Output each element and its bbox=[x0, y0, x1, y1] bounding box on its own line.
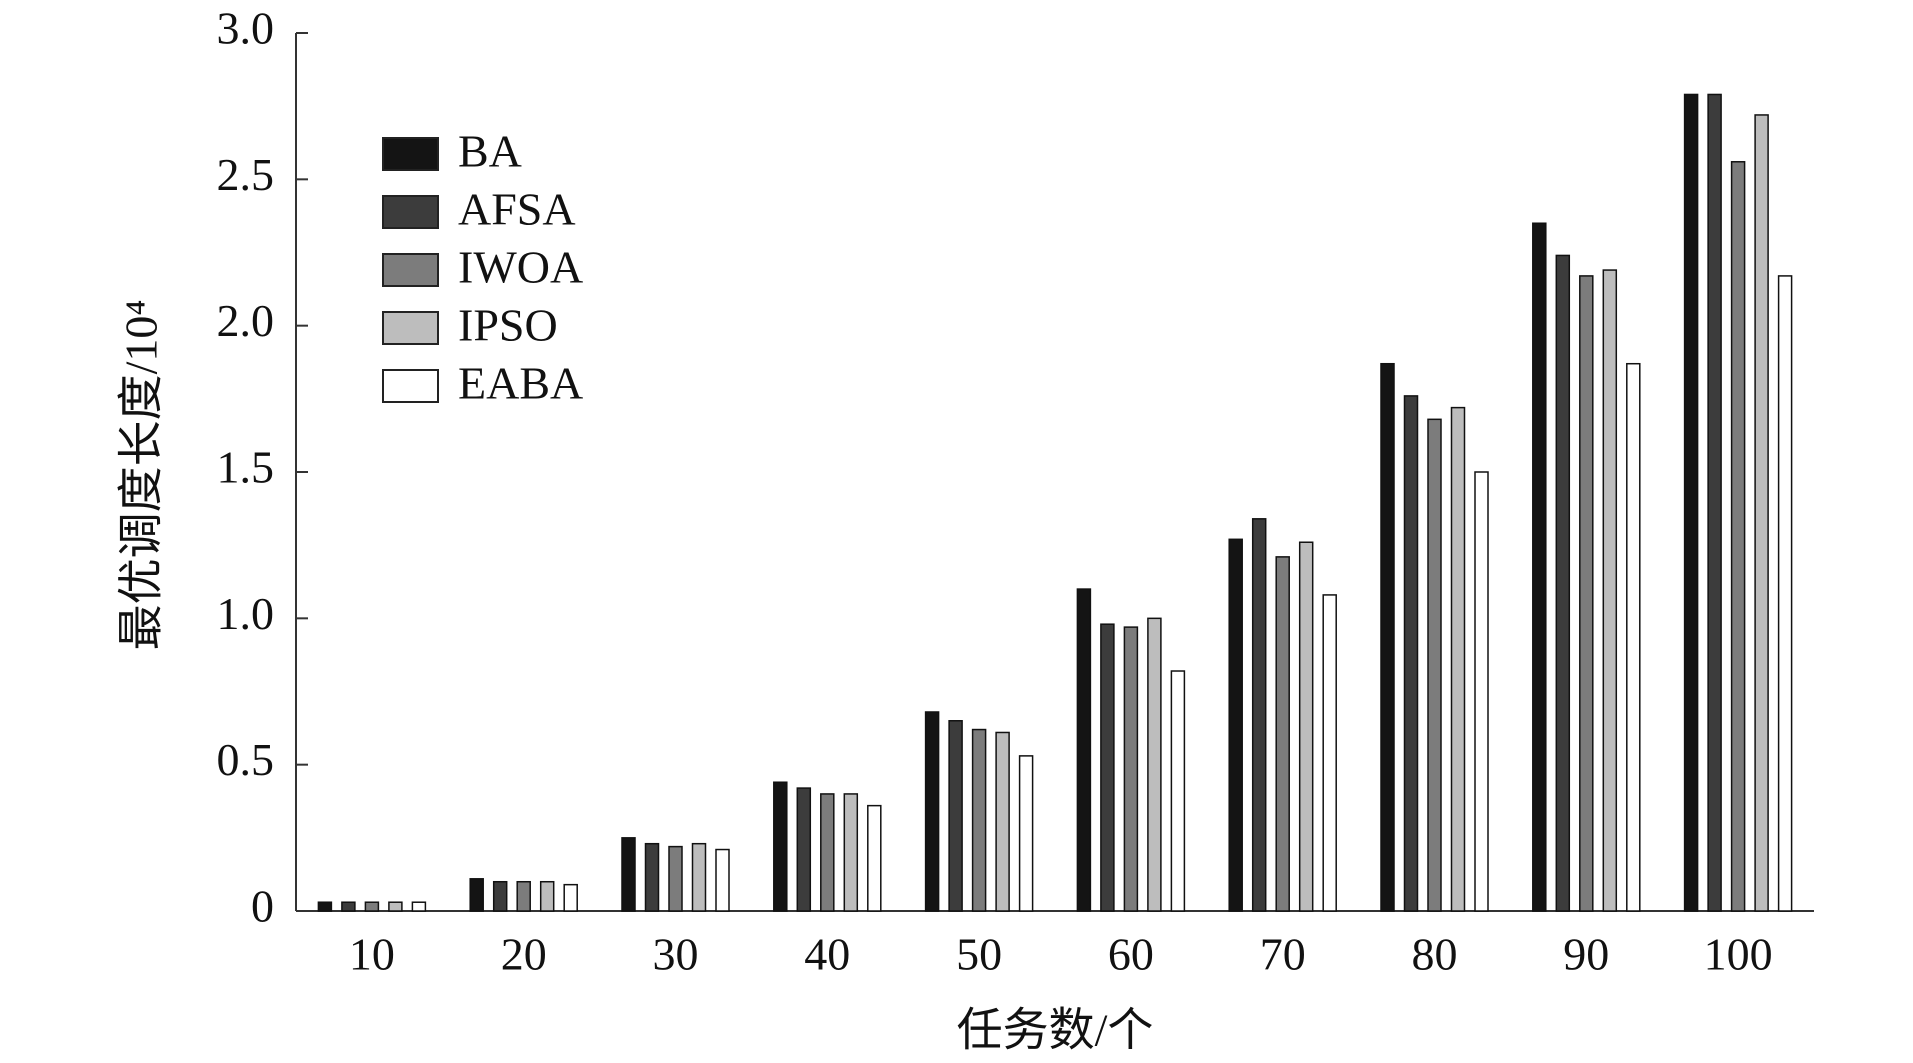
bar bbox=[411, 901, 427, 912]
bar bbox=[1777, 275, 1793, 912]
bar bbox=[820, 793, 835, 912]
bar bbox=[1380, 362, 1395, 912]
bar bbox=[668, 845, 683, 912]
bar bbox=[1707, 93, 1722, 912]
y-tick-label: 3.0 bbox=[217, 3, 275, 54]
bar bbox=[1555, 254, 1571, 912]
y-tick-label: 2.5 bbox=[217, 149, 275, 200]
legend-swatch bbox=[382, 369, 439, 403]
bar bbox=[1322, 594, 1337, 912]
x-tick-label: 30 bbox=[653, 929, 699, 980]
bar bbox=[516, 880, 531, 912]
bar bbox=[621, 837, 636, 912]
bar bbox=[843, 793, 859, 912]
x-tick-label: 20 bbox=[501, 929, 547, 980]
y-axis-label: 最优调度长度/10⁴ bbox=[116, 300, 167, 651]
bar bbox=[995, 731, 1010, 912]
bar bbox=[773, 781, 788, 912]
y-tick-label: 0 bbox=[251, 881, 274, 932]
bar bbox=[715, 848, 730, 912]
bar bbox=[1626, 362, 1641, 912]
legend-swatch bbox=[382, 253, 439, 287]
bar bbox=[1427, 418, 1442, 912]
legend-label: AFSA bbox=[458, 184, 576, 235]
bar bbox=[1754, 114, 1769, 912]
bar bbox=[388, 901, 403, 912]
x-tick-label: 10 bbox=[349, 929, 395, 980]
bar bbox=[469, 878, 484, 912]
bar bbox=[867, 804, 882, 912]
bar bbox=[1683, 93, 1699, 912]
bar bbox=[1450, 406, 1466, 912]
x-tick-label: 50 bbox=[956, 929, 1002, 980]
bar bbox=[1579, 275, 1594, 912]
x-tick-label: 60 bbox=[1108, 929, 1154, 980]
bar bbox=[1602, 269, 1618, 912]
bar bbox=[1170, 670, 1186, 912]
bar bbox=[691, 842, 707, 912]
x-tick-label: 80 bbox=[1412, 929, 1458, 980]
bar bbox=[1474, 471, 1489, 912]
bar bbox=[1403, 395, 1419, 912]
x-tick-label: 70 bbox=[1260, 929, 1306, 980]
bar bbox=[341, 901, 356, 912]
legend-label: IPSO bbox=[458, 300, 558, 351]
bar bbox=[364, 901, 380, 912]
x-tick-label: 100 bbox=[1704, 929, 1773, 980]
bar bbox=[539, 880, 555, 912]
bar bbox=[1018, 755, 1034, 912]
bar bbox=[317, 901, 333, 912]
legend-label: EABA bbox=[458, 358, 583, 409]
legend-label: BA bbox=[458, 126, 522, 177]
bar bbox=[1123, 626, 1139, 912]
y-tick-label: 0.5 bbox=[217, 734, 275, 785]
bar bbox=[1147, 617, 1162, 912]
x-tick-label: 40 bbox=[804, 929, 850, 980]
legend-swatch bbox=[382, 195, 439, 229]
bar bbox=[1251, 518, 1267, 912]
bar bbox=[1275, 556, 1290, 912]
x-tick-label: 90 bbox=[1563, 929, 1609, 980]
legend-swatch bbox=[382, 137, 439, 171]
legend-swatch bbox=[382, 311, 439, 345]
bar bbox=[1730, 161, 1746, 912]
bar bbox=[492, 880, 508, 912]
bar bbox=[563, 883, 578, 912]
y-tick-label: 2.0 bbox=[217, 295, 275, 346]
bar bbox=[1076, 588, 1092, 912]
bar bbox=[1228, 538, 1243, 912]
bar bbox=[796, 787, 812, 912]
bar bbox=[1100, 623, 1115, 912]
legend-label: IWOA bbox=[458, 242, 583, 293]
x-axis-label: 任务数/个 bbox=[957, 1005, 1154, 1056]
bar bbox=[1532, 222, 1547, 912]
bar bbox=[1298, 541, 1314, 912]
y-tick-label: 1.5 bbox=[217, 442, 275, 493]
bar bbox=[948, 720, 963, 912]
bar bbox=[924, 711, 940, 912]
bar bbox=[644, 842, 660, 912]
bar bbox=[971, 728, 987, 912]
y-tick-label: 1.0 bbox=[217, 588, 275, 639]
